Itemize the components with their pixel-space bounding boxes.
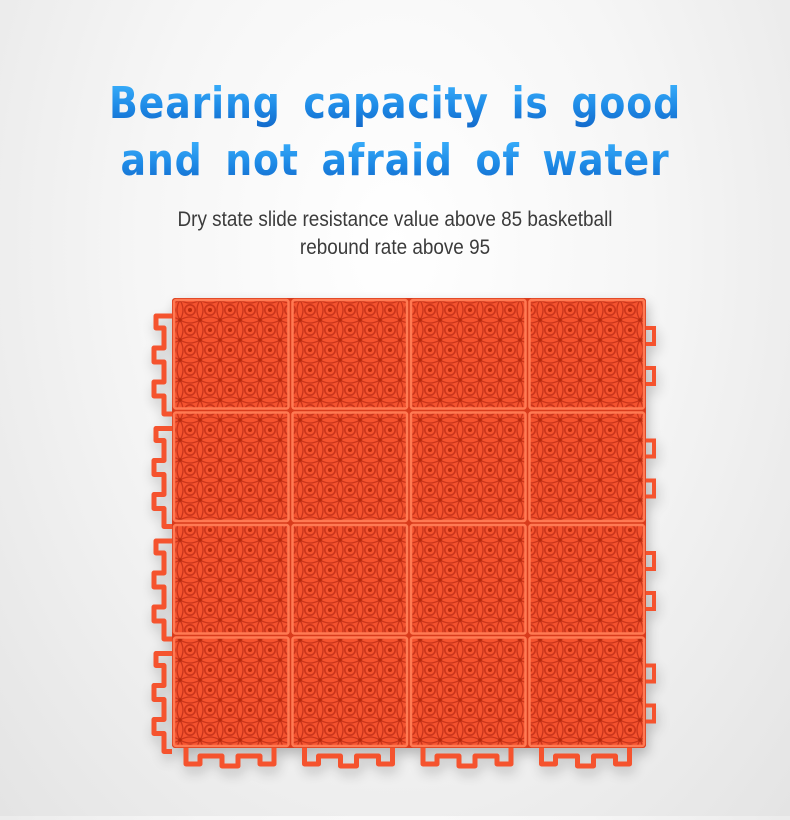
headline-line-2: and not afraid of water xyxy=(55,135,734,187)
subtitle-line-2: rebound rate above 95 xyxy=(299,236,491,259)
tile-square xyxy=(291,411,409,523)
bottom-clip xyxy=(302,748,395,769)
right-clip xyxy=(646,326,656,386)
left-clip xyxy=(151,426,172,529)
tile-square xyxy=(172,411,290,523)
tile-base xyxy=(172,298,646,748)
bottom-clip xyxy=(420,748,514,769)
right-clip xyxy=(646,438,656,499)
headline-line-1: Bearing capacity is good xyxy=(55,78,734,130)
tile-square xyxy=(291,523,409,635)
tile-square xyxy=(172,298,290,410)
tile-square xyxy=(528,523,646,635)
tile-square xyxy=(172,636,290,748)
right-clip xyxy=(646,551,656,611)
tile-square xyxy=(172,523,290,635)
tile-square xyxy=(528,636,646,748)
tile-square xyxy=(291,636,409,748)
tile-square xyxy=(409,636,527,748)
left-clip xyxy=(151,651,172,754)
tile-square xyxy=(409,298,527,410)
subtitle-line-1: Dry state slide resistance value above 8… xyxy=(177,208,613,231)
tile-square xyxy=(409,411,527,523)
bottom-clip xyxy=(183,748,277,769)
right-clip xyxy=(646,663,656,724)
tile-square xyxy=(528,298,646,410)
tile-square xyxy=(409,523,527,635)
left-clip xyxy=(151,313,172,417)
bottom-clip xyxy=(539,748,632,769)
tile-square xyxy=(528,411,646,523)
tile-square xyxy=(291,298,409,410)
left-clip xyxy=(151,538,172,642)
